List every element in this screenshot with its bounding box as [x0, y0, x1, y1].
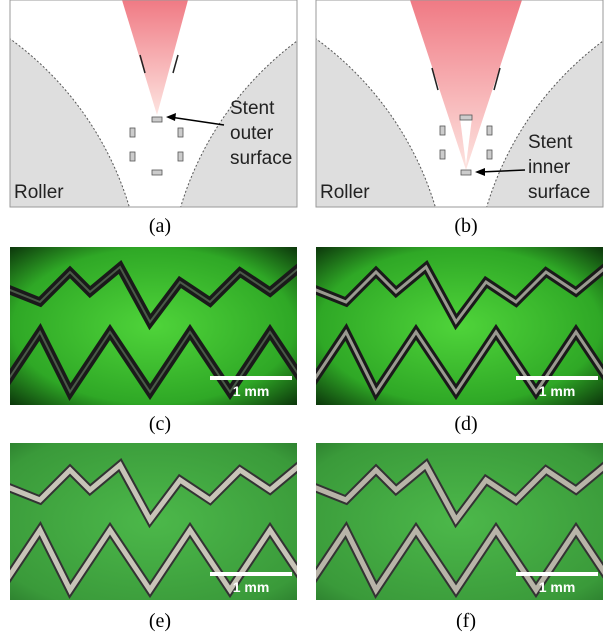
panel-label: (f) [456, 610, 476, 632]
annotation: outer [230, 123, 274, 144]
micrograph-c [0, 247, 330, 405]
panel-label: (c) [149, 413, 171, 435]
scale-bar-label: 1 mm [539, 579, 576, 595]
micrograph-d [296, 247, 610, 405]
panel-label: (a) [149, 215, 171, 237]
annotation: Stent [528, 132, 573, 153]
scale-bar-label: 1 mm [233, 383, 270, 399]
annotation: surface [528, 182, 590, 203]
scale-bar-label: 1 mm [233, 579, 270, 595]
annotation: inner [528, 157, 571, 178]
roller-label: Roller [14, 182, 64, 203]
scale-bar-label: 1 mm [539, 383, 576, 399]
panel-label: (d) [454, 413, 477, 435]
annotation: Stent [230, 98, 275, 119]
annotation: surface [230, 148, 292, 169]
figure: Stent outer surface Roller Stent inner s… [0, 0, 610, 636]
panel-label: (e) [149, 610, 171, 632]
panel-label: (b) [454, 215, 477, 237]
roller-label: Roller [320, 182, 370, 203]
micrograph-e [0, 443, 330, 600]
micrograph-f [296, 443, 610, 600]
